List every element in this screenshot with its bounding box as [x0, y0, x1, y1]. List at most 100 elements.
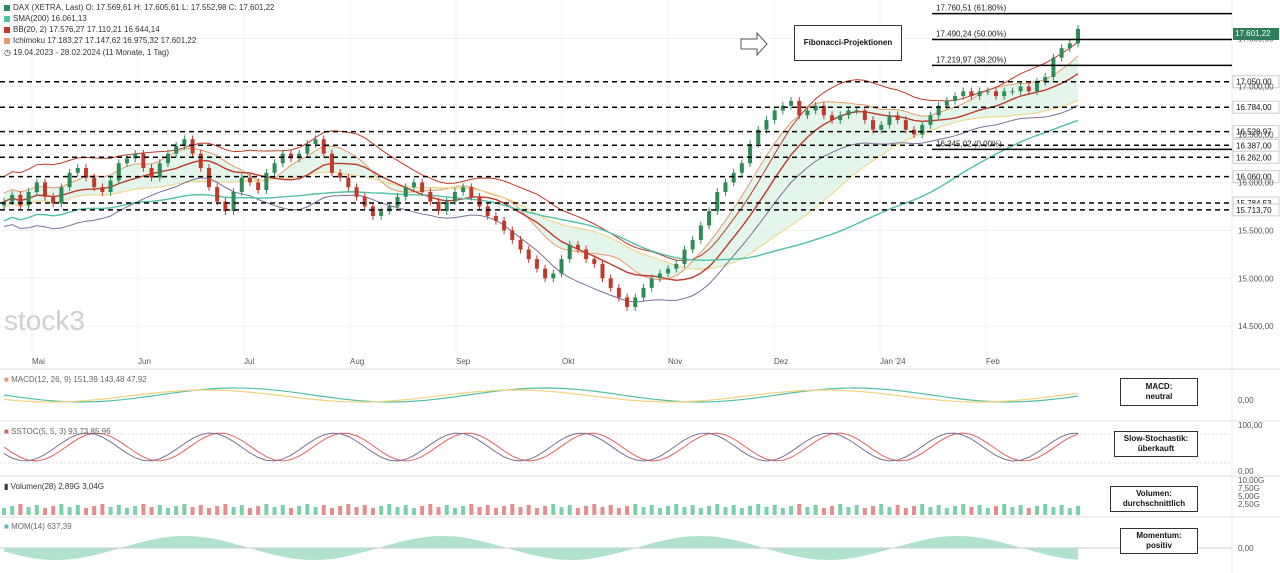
volume-box-value: durchschnittlich: [1122, 499, 1186, 508]
candle-body: [469, 187, 474, 197]
sma200-line: [3, 119, 1079, 261]
candle-body: [403, 187, 408, 197]
candle-body: [1002, 91, 1007, 97]
volume-bar: [26, 507, 31, 515]
candle-body: [887, 115, 892, 125]
volume-bar: [239, 505, 244, 515]
y-tick-label: 17.000,00: [1238, 83, 1274, 92]
volume-legend: ▮ Volumen(28) 2,89G 3,04G: [4, 482, 104, 491]
volume-bar: [805, 507, 810, 515]
candle-body: [264, 172, 269, 191]
volume-bar: [969, 507, 974, 515]
candle-body: [789, 100, 794, 106]
volume-bar: [944, 508, 949, 515]
candle-body: [428, 191, 433, 202]
candle-body: [944, 100, 949, 106]
stoch-legend-text: SSTOC(5, 5, 3) 93,73 85,96: [11, 427, 111, 436]
candle-body: [551, 273, 556, 279]
candle-body: [1018, 86, 1023, 92]
time-axis: Mai Jun Jul Aug Sep Okt Nov Dez Jan '24 Feb: [32, 357, 1000, 366]
stoch-bottom-label: 0,00: [1238, 467, 1254, 476]
volume-bar: [797, 504, 802, 515]
volume-bar: [198, 505, 203, 515]
clock-icon: ◷: [4, 48, 11, 57]
cloud-area: [4, 55, 1078, 280]
month-label: Feb: [986, 357, 1000, 366]
volume-bar: [895, 505, 900, 515]
macd-zero-label: 0,00: [1238, 396, 1254, 405]
candle-body: [297, 153, 302, 159]
volume-bar: [174, 506, 179, 515]
candle-body: [953, 96, 958, 101]
stoch-top-label: 100,00: [1238, 421, 1263, 430]
momentum-zero-label: 0,00: [1238, 544, 1254, 553]
volume-bar: [215, 506, 220, 515]
volume-bar: [1035, 506, 1040, 515]
volume-bar: [42, 508, 47, 515]
volume-bar: [772, 505, 777, 515]
candle-body: [247, 177, 252, 183]
bb-upper-line: [3, 41, 1079, 262]
macd-line: [3, 387, 1079, 403]
volume-tick-label: 10,00G: [1238, 476, 1264, 485]
candle-body: [657, 273, 662, 279]
candle-body: [493, 215, 498, 221]
level-tag-bg: [1232, 125, 1280, 139]
volume-bar: [83, 508, 88, 515]
volume-bar: [272, 507, 277, 515]
candle-body: [190, 139, 195, 154]
volume-bar: [354, 507, 359, 515]
legend-range: ◷ 19.04.2023 - 28.02.2024 (11 Monate, 1 …: [4, 48, 169, 58]
candle-body: [666, 268, 671, 274]
candle-body: [739, 163, 744, 173]
candle-body: [206, 168, 211, 188]
sma-swatch-icon: [4, 15, 10, 22]
candle-body: [165, 153, 170, 164]
month-label: Nov: [668, 357, 682, 366]
fib-projection-box: Fibonacci-Projektionen: [794, 25, 902, 61]
level-tag-bg: [1232, 100, 1280, 114]
volume-bar: [731, 505, 736, 515]
volume-bar: [690, 505, 695, 515]
momentum-box-title: Momentum:: [1136, 531, 1182, 540]
y-tick-label: 16.500,00: [1238, 130, 1274, 139]
level-label: 17.050,00: [1236, 78, 1272, 87]
candle-body: [239, 177, 244, 192]
level-tag-bg: [1232, 170, 1280, 184]
volume-bar: [436, 507, 441, 515]
watermark: stock3: [4, 305, 85, 336]
volume-bar: [395, 507, 400, 515]
volume-bar: [10, 506, 15, 515]
candle-body: [985, 91, 990, 93]
fib-label: 16.345,02 (0.00%): [936, 139, 1002, 148]
volume-bar: [961, 504, 966, 515]
candle-body: [821, 105, 826, 116]
candle-body: [674, 263, 679, 269]
candle-body: [411, 182, 416, 188]
volume-bar: [124, 508, 129, 515]
volume-bar: [157, 505, 162, 515]
month-label: Jul: [244, 357, 254, 366]
candle-body: [444, 201, 449, 212]
volume-bar: [887, 507, 892, 515]
candle-body: [871, 120, 876, 130]
fib-label: 17.760,51 (61.80%): [936, 4, 1007, 13]
candle-body: [379, 211, 384, 216]
candle-body: [223, 201, 228, 212]
candle-icon: [4, 4, 10, 11]
y-tick-label: 15.500,00: [1238, 226, 1274, 235]
volume-bar: [1067, 508, 1072, 515]
candle-body: [928, 115, 933, 125]
candle-body: [436, 201, 441, 212]
volume-bar: [247, 508, 252, 515]
candle-body: [34, 182, 39, 192]
stoch-k-line: [3, 432, 1079, 462]
volume-bar: [567, 505, 572, 515]
volume-bar: [625, 506, 630, 515]
candle-body: [707, 211, 712, 226]
volume-bar: [510, 504, 515, 515]
candle-body: [862, 110, 867, 121]
month-label: Dez: [774, 357, 788, 366]
candle-body: [321, 139, 326, 154]
macd-legend: ■ MACD(12, 26, 9) 151,39 143,48 47,92: [4, 375, 147, 384]
